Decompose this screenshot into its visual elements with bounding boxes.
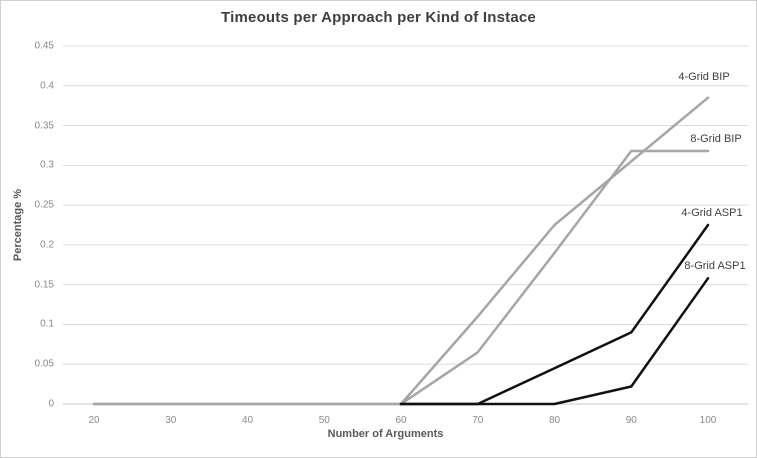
x-tick-label: 100 xyxy=(699,415,717,426)
chart-title: Timeouts per Approach per Kind of Instac… xyxy=(221,9,536,26)
y-tick-label: 0.4 xyxy=(40,80,54,92)
y-tick-label: 0.15 xyxy=(34,279,54,291)
y-tick-label: 0.45 xyxy=(34,40,54,52)
series-label-4-grid-bip: 4-Grid BIP xyxy=(678,70,730,83)
series-label-8-grid-bip: 8-Grid BIP xyxy=(690,133,742,145)
x-tick-label: 80 xyxy=(548,415,561,426)
x-tick-label: 50 xyxy=(318,415,330,426)
x-tick-label: 20 xyxy=(88,415,100,426)
y-tick-label: 0.2 xyxy=(40,239,54,251)
y-tick-label: 0.35 xyxy=(34,120,54,132)
x-axis-title: Number of Arguments xyxy=(327,428,444,440)
x-tick-label: 40 xyxy=(241,415,254,426)
y-tick-label: 0 xyxy=(48,398,54,410)
x-tick-label: 90 xyxy=(625,415,637,426)
y-tick-label: 0.3 xyxy=(40,159,54,171)
y-tick-label: 0.25 xyxy=(34,199,54,211)
series-line-8-grid-asp1 xyxy=(399,277,710,406)
series-line-8-grid-bip xyxy=(92,149,710,406)
x-tick-label: 30 xyxy=(165,415,177,426)
y-tick-label: 0.1 xyxy=(40,318,54,330)
series-label-8-grid-asp1: 8-Grid ASP1 xyxy=(684,260,746,273)
y-tick-label: 0.05 xyxy=(34,358,54,370)
x-tick-label: 70 xyxy=(472,415,484,426)
x-tick-label: 60 xyxy=(395,415,407,426)
series-line-4-grid-bip xyxy=(92,96,710,406)
series-label-4-grid-asp1: 4-Grid ASP1 xyxy=(681,207,743,219)
